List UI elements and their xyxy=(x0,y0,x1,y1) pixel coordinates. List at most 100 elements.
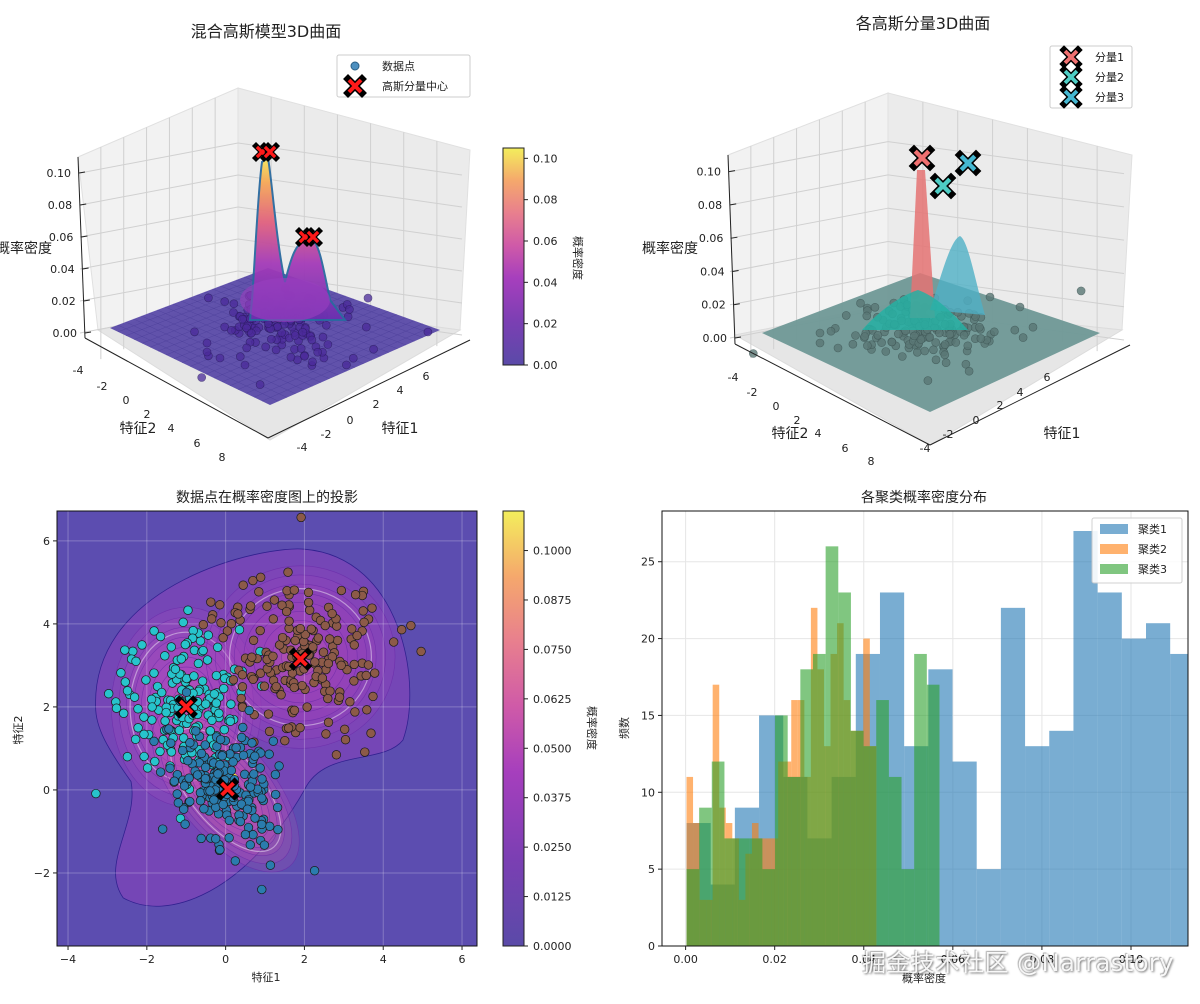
legend-label: 聚类2 xyxy=(1138,542,1167,556)
y-axis-label: 特征2 xyxy=(11,716,25,745)
data-point xyxy=(184,606,193,615)
histogram-title: 各聚类概率密度分布 xyxy=(861,489,987,506)
data-point xyxy=(193,771,202,780)
data-point xyxy=(263,602,272,611)
data-point xyxy=(201,774,210,783)
data-point xyxy=(397,625,406,634)
data-point xyxy=(138,641,147,650)
data-point xyxy=(1019,334,1027,342)
data-point xyxy=(142,676,151,685)
data-point xyxy=(260,841,269,850)
x-tick-label: 6 xyxy=(423,370,430,383)
colorbar-tick-label: 0.0250 xyxy=(533,841,572,854)
histogram-bar xyxy=(712,762,725,946)
y-tick-label: −2 xyxy=(34,867,50,880)
data-point xyxy=(942,359,950,367)
data-point xyxy=(256,381,264,389)
data-point xyxy=(861,333,869,341)
data-point xyxy=(1077,287,1085,295)
data-point xyxy=(230,300,238,308)
x-tick-label: 0 xyxy=(973,414,980,427)
histogram-bar xyxy=(864,746,877,946)
y-tick-label: 2 xyxy=(144,408,151,421)
data-point xyxy=(241,830,250,839)
data-point xyxy=(863,342,871,350)
data-point xyxy=(977,335,985,343)
data-point xyxy=(271,790,280,799)
data-point xyxy=(278,633,287,642)
data-point xyxy=(351,708,360,717)
data-point xyxy=(258,794,267,803)
data-point xyxy=(190,672,199,681)
x-tick-label: 6 xyxy=(459,953,466,966)
histogram-bar xyxy=(838,592,851,946)
data-point xyxy=(935,329,943,337)
data-point xyxy=(140,730,149,739)
legend-label: 数据点 xyxy=(382,59,415,73)
data-point xyxy=(117,669,126,678)
data-point xyxy=(216,601,225,610)
data-point xyxy=(287,353,295,361)
histogram-bar xyxy=(750,838,763,946)
data-point xyxy=(201,700,210,709)
data-point xyxy=(350,660,359,669)
y-axis-label: 特征2 xyxy=(120,421,157,437)
data-point xyxy=(284,724,293,733)
histogram-bar xyxy=(1098,592,1122,946)
data-point xyxy=(203,656,212,665)
data-point xyxy=(857,299,865,307)
data-point xyxy=(321,621,330,630)
data-point xyxy=(131,735,140,744)
x-tick-label: 4 xyxy=(1017,386,1024,399)
data-point xyxy=(196,796,205,805)
data-point xyxy=(274,825,283,834)
data-point xyxy=(324,718,333,727)
data-point xyxy=(157,688,166,697)
y-tick-label: 6 xyxy=(842,442,849,455)
data-point xyxy=(328,609,337,618)
data-point xyxy=(960,331,968,339)
colorbar-label: 概率密度 xyxy=(571,236,585,280)
data-point xyxy=(990,328,998,336)
data-point xyxy=(247,329,255,337)
data-point xyxy=(196,788,205,797)
data-point xyxy=(842,311,850,319)
data-point xyxy=(249,675,258,684)
y-tick-label: 4 xyxy=(43,618,50,631)
data-point xyxy=(197,834,206,843)
data-point xyxy=(284,568,293,577)
data-point xyxy=(975,323,983,331)
data-point xyxy=(262,343,270,351)
histogram-bar xyxy=(851,731,864,946)
histogram-bar xyxy=(914,654,927,946)
data-point xyxy=(241,361,249,369)
data-point xyxy=(236,353,244,361)
data-point xyxy=(260,682,269,691)
data-point xyxy=(150,737,159,746)
data-point xyxy=(218,752,227,761)
x-tick-label: 4 xyxy=(380,953,387,966)
data-point xyxy=(239,581,248,590)
data-point xyxy=(322,730,331,739)
histogram-bar xyxy=(788,777,801,946)
data-point xyxy=(351,590,360,599)
colorbar-tick-label: 0.06 xyxy=(533,235,558,248)
data-point xyxy=(147,695,156,704)
data-point xyxy=(337,661,346,670)
data-point xyxy=(225,834,234,843)
data-point xyxy=(203,339,211,347)
data-point xyxy=(199,620,208,629)
data-point xyxy=(325,635,334,644)
colorbar-label: 概率密度 xyxy=(585,706,599,750)
y-tick-label: -4 xyxy=(728,371,739,384)
x-tick-label: 6 xyxy=(1044,371,1051,384)
y-tick-label: 4 xyxy=(168,422,175,435)
colorbar-tick-label: 0.0500 xyxy=(533,742,572,755)
data-point xyxy=(140,713,149,722)
histogram-bar xyxy=(977,869,1001,946)
data-point xyxy=(342,361,350,369)
data-point xyxy=(270,596,279,605)
y-tick-label: 10 xyxy=(641,786,655,799)
